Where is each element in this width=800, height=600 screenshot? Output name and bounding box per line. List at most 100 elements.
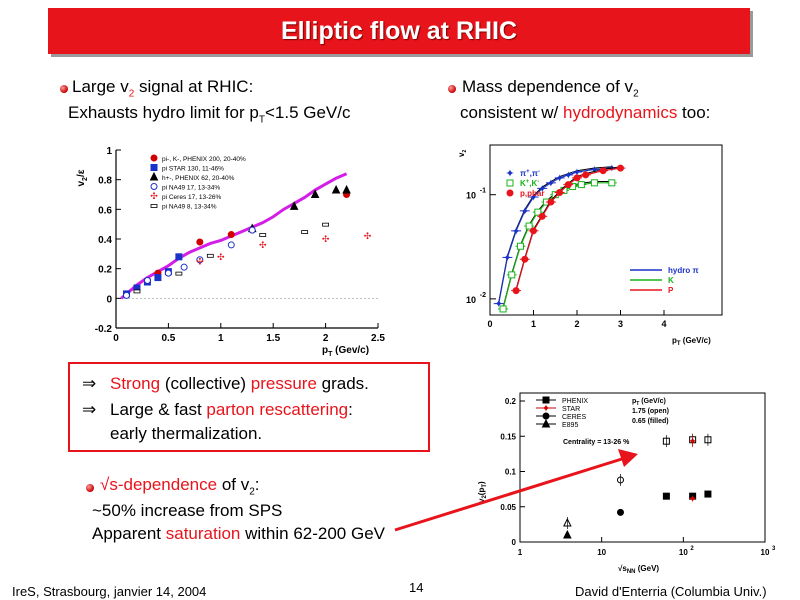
chart2-y-label: v2 (457, 150, 468, 157)
claim-2-post: : (348, 400, 353, 419)
chart2-frame (489, 144, 723, 316)
chart2-point (617, 164, 624, 172)
chart2-point (556, 188, 564, 196)
chart1-point (196, 238, 204, 246)
chart2-legend-sup: + (526, 169, 530, 175)
chart2-point (573, 174, 581, 182)
chart3-point-filled (689, 492, 697, 500)
sqrt-line-3: Apparent saturation within 62-200 GeV (92, 524, 385, 544)
chart1-point (248, 226, 256, 234)
chart2-point: ✦ (555, 173, 564, 185)
chart1-legend-marker (150, 204, 158, 208)
right-line-2-text: consistent w/ (460, 103, 563, 122)
v2-eps-chart: -0.200.20.40.60.810 0.5 1 1.5 2 2.5v2/εpT (Ge… (70, 140, 400, 365)
chart3-legend-label: CERES (562, 414, 586, 421)
chart1-point (196, 256, 204, 264)
chart1-x-tick-label: 0 (113, 333, 119, 344)
chart3-y-label-part: (p (477, 488, 486, 496)
chart2-point (499, 305, 507, 313)
sqrt-line-1: √s-dependence of v2: (100, 475, 260, 497)
chart3-point-filled: ✦ (688, 493, 697, 505)
claim-1-red-2: pressure (250, 374, 317, 393)
chart1-point (322, 222, 330, 227)
chart1-point (289, 201, 299, 210)
chart1-point (175, 271, 183, 276)
chart3-point-filled (662, 492, 670, 500)
chart3-y-label-part: T (482, 484, 488, 488)
chart3-annot-part: (GeV/c) (639, 398, 665, 405)
chart2-x-tick-label: 2 (574, 319, 579, 329)
chart3-y-label: v2(pT) (477, 481, 488, 503)
chart2-y-tick-exp: -1 (480, 188, 486, 195)
sqrt-line-3-pre: Apparent (92, 524, 166, 543)
chart1-point (206, 253, 214, 258)
footer-right: David d'Enterria (Columbia Univ.) (575, 584, 767, 599)
right-line-2-post: too: (677, 103, 711, 122)
trend-arrow-head (618, 449, 638, 467)
chart3-x-tick-label: 10 (679, 548, 688, 557)
chart2-point (577, 181, 585, 189)
claim-2-red: parton rescattering (206, 400, 349, 419)
chart2-point: ✦ (520, 206, 529, 218)
chart1-y-tick-label: 0 (106, 294, 112, 305)
chart3-point-filled (616, 508, 624, 516)
chart2-point: ✦ (564, 170, 573, 182)
chart1-x-tick-label: 2 (323, 333, 329, 344)
chart3-frame (519, 392, 766, 543)
chart1-point (180, 263, 188, 271)
chart1-legend-label: pi STAR 130, 11-46% (162, 166, 224, 173)
chart2-legend-sym: K (520, 179, 526, 188)
chart1-legend-marker (150, 154, 158, 162)
chart3-x-tick-label: 10 (761, 548, 770, 557)
chart2-point (582, 171, 590, 179)
claim-2-pre: Large & fast (110, 400, 207, 419)
chart2-legend-label: p,pbar (520, 189, 544, 198)
sqrt-line-2: ~50% increase from SPS (92, 501, 283, 520)
chart2-legend-line-label: P (668, 286, 674, 295)
chart1-legend-marker (150, 164, 158, 171)
bullet-icon (60, 85, 68, 93)
chart1-point: ✣ (196, 256, 204, 266)
chart2-point (516, 242, 524, 250)
chart3-annot-3: 0.65 (filled) (632, 418, 669, 425)
left-line-2: Exhausts hydro limit for pT<1.5 GeV/c (68, 103, 351, 125)
chart3-annot-part: T (636, 401, 639, 407)
chart1-legend-label: pi NA49 8, 13-34% (162, 204, 217, 211)
chart2-legend-marker (506, 179, 514, 187)
chart1-point (143, 277, 151, 285)
chart2-x-label-post: (GeV/c) (681, 336, 712, 345)
chart3-legend-marker: ✦ (541, 403, 550, 415)
chart2-legend-sup: + (526, 179, 530, 185)
chart3-y-tick-label: 0.2 (505, 397, 517, 406)
slide-title: Elliptic flow at RHIC (280, 17, 518, 45)
left-line-1-post: signal at RHIC: (134, 77, 254, 96)
chart3-annot-part: p (632, 398, 636, 405)
chart2-point: ✦ (572, 167, 581, 179)
chart2-point: ✦ (511, 226, 520, 238)
chart2-x-tick-label: 4 (661, 319, 666, 329)
chart2-legend-label: π+,π- (520, 169, 540, 178)
chart2-x-label: pT (GeV/c) (672, 336, 711, 347)
chart2-point (608, 179, 616, 187)
chart2-legend-sup2: - (537, 179, 539, 185)
right-line-1: Mass dependence of v2 (462, 77, 639, 99)
chart2-x-tick-label: 1 (531, 319, 536, 329)
chart1-bg (70, 140, 400, 365)
chart3-y-tick-label: 0.15 (500, 432, 516, 441)
chart3-y-tick-label: 0.05 (500, 503, 516, 512)
chart3-bg (470, 385, 780, 580)
chart1-y-tick-label: 0.2 (98, 265, 112, 276)
chart2-legend-marker: ✦ (505, 168, 514, 180)
chart2-point: ✦ (494, 299, 503, 311)
chart1-x-label-sub: T (328, 351, 333, 358)
chart3-legend-label: E895 (562, 422, 578, 429)
chart2-point (599, 167, 607, 175)
chart2-point (547, 198, 555, 206)
right-line-2: consistent w/ hydrodynamics too: (460, 103, 710, 123)
chart1-point (164, 269, 172, 277)
chart2-legend-label: K+,K- (520, 179, 539, 188)
chart3-x-label-part: NN (627, 569, 636, 575)
right-line-1-text: Mass dependence of v (462, 77, 634, 96)
chart2-point (512, 287, 520, 295)
